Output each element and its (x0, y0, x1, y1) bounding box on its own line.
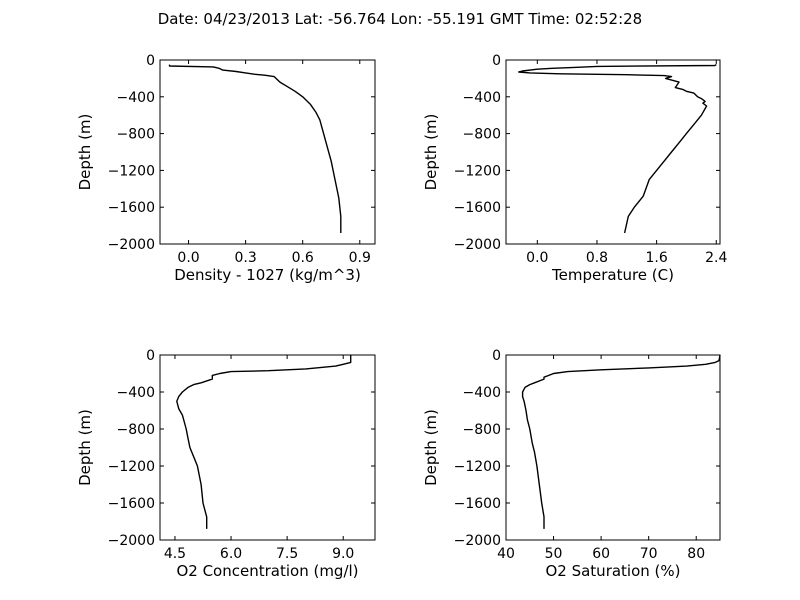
temperature-ytick-label: −400 (463, 90, 501, 106)
o2-saturation-ytick-label: −400 (463, 385, 501, 401)
density-xtick-label: 0.6 (292, 250, 314, 266)
o2-concentration-xtick-label: 7.5 (276, 546, 298, 562)
temperature-ytick-label: 0 (492, 53, 501, 69)
o2-saturation-xtick-label: 50 (545, 546, 563, 562)
density-ytick-label: −1200 (108, 163, 155, 179)
o2-saturation-y-axis-label: Depth (m) (422, 409, 440, 486)
o2-concentration-panel: 4.5 6.0 7.5 9.0 0 −400 −800 −1200 −1600 −2000 O2 C… (76, 348, 376, 580)
o2-concentration-ytick-label: 0 (146, 348, 155, 364)
temperature-xtick-label: 1.6 (645, 250, 667, 266)
temperature-profile-line (518, 63, 717, 234)
temperature-panel: 0.0 0.8 1.6 2.4 0 −400 −800 −1200 −1600 −2000 Temp… (422, 53, 727, 284)
temperature-ytick-label: −1200 (454, 163, 501, 179)
o2-saturation-axes-frame (505, 354, 721, 541)
density-profile-line (168, 64, 342, 233)
o2-saturation-xtick-label: 70 (640, 546, 658, 562)
density-ytick-label: −800 (117, 127, 155, 143)
o2-concentration-ytick-label: −1600 (108, 496, 155, 512)
o2-concentration-x-axis-label: O2 Concentration (mg/l) (176, 562, 358, 580)
density-ytick-label: 0 (146, 53, 155, 69)
o2-saturation-ytick-label: −800 (463, 422, 501, 438)
density-xtick-label: 0.0 (177, 250, 199, 266)
temperature-ytick-label: −2000 (454, 237, 501, 253)
o2-concentration-profile-line (176, 355, 352, 529)
o2-concentration-ytick-label: −800 (117, 422, 155, 438)
o2-saturation-ytick-label: −1600 (454, 496, 501, 512)
o2-concentration-xtick-label: 9.0 (332, 546, 354, 562)
o2-saturation-ytick-label: −1200 (454, 459, 501, 475)
o2-saturation-xtick-label: 60 (592, 546, 610, 562)
o2-saturation-ytick-label: 0 (492, 348, 501, 364)
temperature-xtick-label: 0.0 (526, 250, 548, 266)
density-xtick-label: 0.3 (234, 250, 256, 266)
o2-saturation-profile-line (521, 354, 721, 529)
density-panel: 0.0 0.3 0.6 0.9 0 −400 −800 −1200 −1600 −2000 Dens… (76, 53, 376, 284)
temperature-ytick-label: −800 (463, 127, 501, 143)
o2-concentration-xtick-label: 4.5 (164, 546, 186, 562)
figure-title: Date: 04/23/2013 Lat: -56.764 Lon: -55.1… (158, 10, 642, 28)
profile-panels: 0.0 0.3 0.6 0.9 0 −400 −800 −1200 −1600 −2000 Dens… (76, 53, 727, 580)
density-xtick-label: 0.9 (349, 250, 371, 266)
o2-saturation-panel: 40 50 60 70 80 0 −400 −800 −1200 −1600 −2000 O2 Sat… (422, 348, 721, 580)
density-ytick-label: −1600 (108, 200, 155, 216)
temperature-xtick-label: 0.8 (586, 250, 608, 266)
temperature-x-axis-label: Temperature (C) (551, 266, 674, 284)
density-ytick-label: −2000 (108, 237, 155, 253)
density-axes-frame (159, 59, 376, 245)
density-x-axis-label: Density - 1027 (kg/m^3) (174, 266, 361, 284)
temperature-y-axis-label: Depth (m) (422, 114, 440, 191)
o2-saturation-xtick-label: 80 (687, 546, 705, 562)
o2-concentration-ytick-label: −2000 (108, 533, 155, 549)
temperature-axes-frame (505, 59, 721, 245)
o2-concentration-ytick-label: −400 (117, 385, 155, 401)
o2-concentration-xtick-label: 6.0 (220, 546, 242, 562)
o2-concentration-y-axis-label: Depth (m) (76, 409, 94, 486)
temperature-xtick-label: 2.4 (705, 250, 727, 266)
o2-concentration-ytick-label: −1200 (108, 459, 155, 475)
o2-saturation-xtick-label: 40 (497, 546, 515, 562)
o2-saturation-x-axis-label: O2 Saturation (%) (545, 562, 680, 580)
density-ytick-label: −400 (117, 90, 155, 106)
density-y-axis-label: Depth (m) (76, 114, 94, 191)
o2-saturation-ytick-label: −2000 (454, 533, 501, 549)
o2-concentration-axes-frame (159, 354, 376, 541)
temperature-ytick-label: −1600 (454, 200, 501, 216)
